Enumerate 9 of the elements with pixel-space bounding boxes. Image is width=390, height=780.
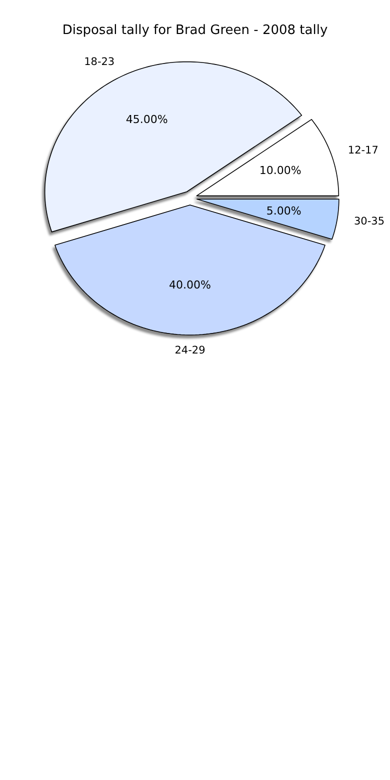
slice-label: 12-17 [348,144,378,157]
slice-label: 24-29 [174,344,206,356]
data-label: 40.00% [169,278,211,292]
slice-label: 18-23 [84,56,115,68]
data-label: 5.00% [266,204,302,218]
chart-title: Disposal tally for Brad Green - 2008 tally [62,23,328,38]
data-label: 10.00% [259,164,302,177]
data-label: 45.00% [126,112,168,126]
slice-label: 30-35 [354,216,385,228]
